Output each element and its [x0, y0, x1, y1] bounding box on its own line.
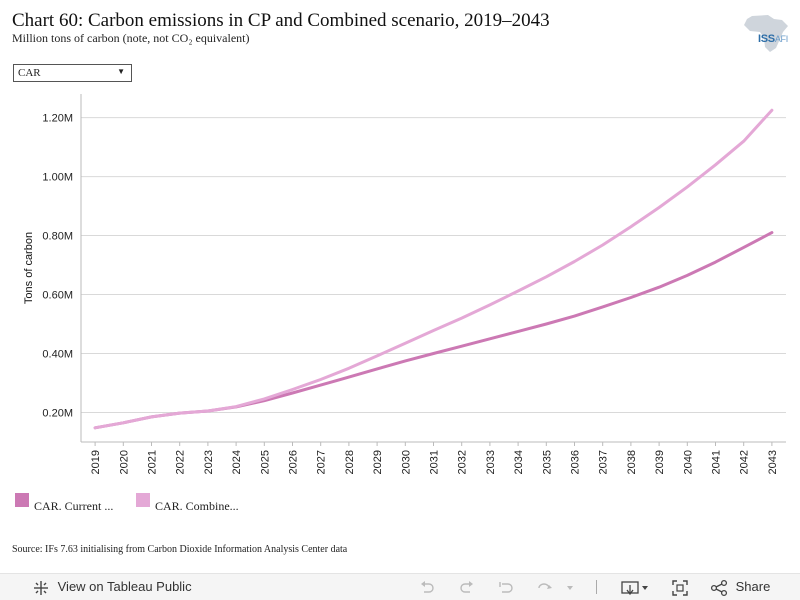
x-tick-label: 2038: [626, 450, 638, 474]
x-tick-label: 2019: [90, 450, 102, 474]
x-tick-label: 2043: [767, 450, 779, 474]
redo-button[interactable]: [458, 574, 476, 600]
x-tick-label: 2024: [231, 450, 243, 474]
country-filter-dropdown[interactable]: CAR ▼: [13, 64, 132, 82]
y-tick-label: 0.80M: [42, 231, 73, 243]
x-tick-label: 2023: [203, 450, 215, 474]
share-label: Share: [735, 579, 771, 594]
revert-button[interactable]: [497, 574, 515, 600]
x-tick-label: 2021: [147, 450, 159, 474]
x-tick-label: 2026: [288, 450, 300, 474]
logo-wordmark: ISSAFI: [758, 33, 788, 45]
refresh-icon: [538, 582, 552, 589]
x-tick-label: 2034: [513, 450, 525, 474]
tableau-toolbar: View on Tableau Public: [0, 573, 800, 600]
x-tick-label: 2040: [682, 450, 694, 474]
share-button[interactable]: Share: [710, 574, 770, 600]
toolbar-divider: [596, 580, 597, 594]
refresh-button[interactable]: [535, 574, 553, 600]
legend-swatch: [15, 493, 29, 507]
download-icon: [621, 580, 648, 595]
x-tick-label: 2027: [316, 450, 328, 474]
x-tick-label: 2028: [344, 450, 356, 474]
revert-icon: [499, 581, 513, 593]
line-chart: 0.20M 0.40M 0.60M 0.80M 1.00M 1.20M Tons of ca…: [23, 94, 786, 474]
y-tick-label: 0.40M: [42, 349, 73, 361]
x-tick-label: 2022: [175, 450, 187, 474]
pause-dropdown-button[interactable]: [565, 574, 575, 600]
redo-icon: [460, 580, 473, 593]
download-button[interactable]: [620, 574, 652, 600]
chart-title: Chart 60: Carbon emissions in CP and Com…: [12, 10, 550, 31]
x-tick-label: 2029: [372, 450, 384, 474]
y-axis-title: Tons of carbon: [23, 232, 35, 304]
share-icon: [710, 579, 728, 596]
undo-button[interactable]: [418, 574, 436, 600]
legend-label: CAR. Current ...: [34, 499, 114, 513]
source-note: Source: IFs 7.63 initialising from Carbo…: [12, 544, 348, 555]
x-tick-label: 2032: [457, 450, 469, 474]
legend-label: CAR. Combine...: [155, 499, 239, 513]
x-tick-label: 2036: [570, 450, 582, 474]
x-tick-label: 2041: [711, 450, 723, 474]
y-tick-label: 1.00M: [42, 172, 73, 184]
y-tick-label: 1.20M: [42, 113, 73, 125]
series-line-2: [93, 108, 774, 430]
x-tick-label: 2035: [541, 450, 553, 474]
view-on-tableau-button[interactable]: View on Tableau Public: [32, 574, 192, 600]
chevron-down-icon: ▼: [117, 67, 125, 76]
caret-down-icon: [567, 585, 573, 590]
fullscreen-icon: [672, 579, 688, 596]
legend-swatch: [136, 493, 150, 507]
undo-icon: [421, 580, 434, 593]
fullscreen-button[interactable]: [671, 574, 689, 600]
africa-map-logo: [744, 15, 788, 52]
tableau-logo-icon: [34, 580, 48, 595]
x-tick-label: 2037: [598, 450, 610, 474]
chart-subtitle: Million tons of carbon (note, not CO₂ eq…: [12, 31, 250, 45]
x-tick-label: 2031: [429, 450, 441, 474]
x-tick-label: 2033: [485, 450, 497, 474]
y-tick-label: 0.20M: [42, 408, 73, 420]
view-on-tableau-label: View on Tableau Public: [57, 579, 192, 594]
x-tick-label: 2020: [118, 450, 130, 474]
x-tick-label: 2030: [400, 450, 412, 474]
y-tick-label: 0.60M: [42, 290, 73, 302]
x-tick-label: 2025: [259, 450, 271, 474]
x-tick-label: 2042: [739, 450, 751, 474]
dropdown-selected-value: CAR: [18, 67, 41, 79]
x-tick-label: 2039: [654, 450, 666, 474]
